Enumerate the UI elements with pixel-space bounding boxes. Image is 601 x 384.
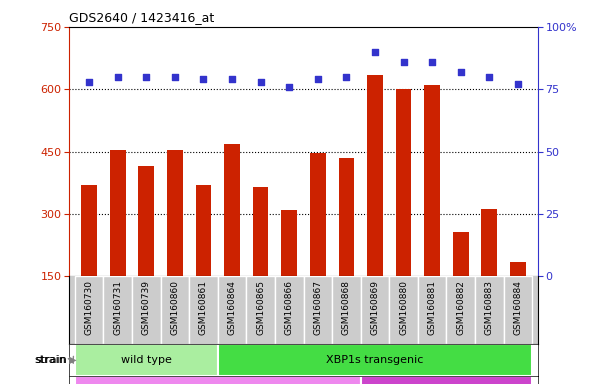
Point — [284, 84, 294, 90]
Bar — [447, 276, 475, 344]
Point — [341, 74, 351, 80]
Bar — [218, 276, 246, 344]
Text: GSM160868: GSM160868 — [342, 280, 351, 335]
Bar — [246, 276, 275, 344]
Bar — [224, 144, 240, 276]
Point — [227, 76, 237, 83]
Text: GSM160866: GSM160866 — [285, 280, 294, 335]
Point — [199, 76, 209, 83]
Text: GSM160883: GSM160883 — [485, 280, 494, 335]
Bar — [195, 185, 212, 276]
Text: GSM160730: GSM160730 — [85, 280, 94, 335]
Bar — [481, 209, 497, 276]
Bar — [310, 153, 326, 276]
Text: strain: strain — [36, 355, 68, 365]
Bar — [367, 75, 383, 276]
Bar — [510, 262, 526, 276]
Text: GSM160884: GSM160884 — [513, 280, 522, 335]
Bar — [253, 187, 269, 276]
Bar — [361, 276, 389, 344]
Bar — [75, 276, 103, 344]
Bar — [110, 150, 126, 276]
Point — [141, 74, 151, 80]
Bar — [75, 376, 361, 384]
Text: GSM160867: GSM160867 — [313, 280, 322, 335]
Bar — [418, 276, 447, 344]
Bar — [81, 185, 97, 276]
Text: GSM160881: GSM160881 — [428, 280, 437, 335]
Text: strain: strain — [34, 355, 66, 365]
Text: GSM160731: GSM160731 — [113, 280, 122, 335]
Point — [398, 59, 408, 65]
Bar — [338, 158, 354, 276]
Text: wild type: wild type — [121, 355, 172, 365]
Point — [84, 79, 94, 85]
Text: GSM160860: GSM160860 — [170, 280, 179, 335]
Bar — [75, 344, 218, 376]
Bar — [275, 276, 304, 344]
Text: GDS2640 / 1423416_at: GDS2640 / 1423416_at — [69, 11, 215, 24]
Text: GSM160739: GSM160739 — [142, 280, 151, 335]
Text: GSM160865: GSM160865 — [256, 280, 265, 335]
Point — [170, 74, 180, 80]
Bar — [504, 276, 532, 344]
Bar — [167, 150, 183, 276]
Bar — [189, 276, 218, 344]
Text: GSM160869: GSM160869 — [370, 280, 379, 335]
Text: GSM160861: GSM160861 — [199, 280, 208, 335]
Point — [513, 81, 523, 88]
Text: XBP1s transgenic: XBP1s transgenic — [326, 355, 424, 365]
Bar — [132, 276, 160, 344]
Point — [427, 59, 437, 65]
Bar — [218, 344, 532, 376]
Point — [256, 79, 266, 85]
Bar — [103, 276, 132, 344]
Bar — [389, 276, 418, 344]
Bar — [424, 85, 440, 276]
Bar — [281, 210, 297, 276]
Text: GSM160864: GSM160864 — [228, 280, 237, 335]
Bar — [361, 376, 532, 384]
Text: GSM160882: GSM160882 — [456, 280, 465, 335]
Bar — [453, 232, 469, 276]
Text: GSM160880: GSM160880 — [399, 280, 408, 335]
Point — [313, 76, 323, 83]
Bar — [475, 276, 504, 344]
Bar — [138, 166, 154, 276]
Point — [370, 49, 380, 55]
Text: ▶: ▶ — [66, 355, 77, 365]
Point — [456, 69, 466, 75]
Point — [113, 74, 123, 80]
Bar — [332, 276, 361, 344]
Bar — [395, 89, 412, 276]
Point — [484, 74, 494, 80]
Bar — [160, 276, 189, 344]
Bar — [304, 276, 332, 344]
